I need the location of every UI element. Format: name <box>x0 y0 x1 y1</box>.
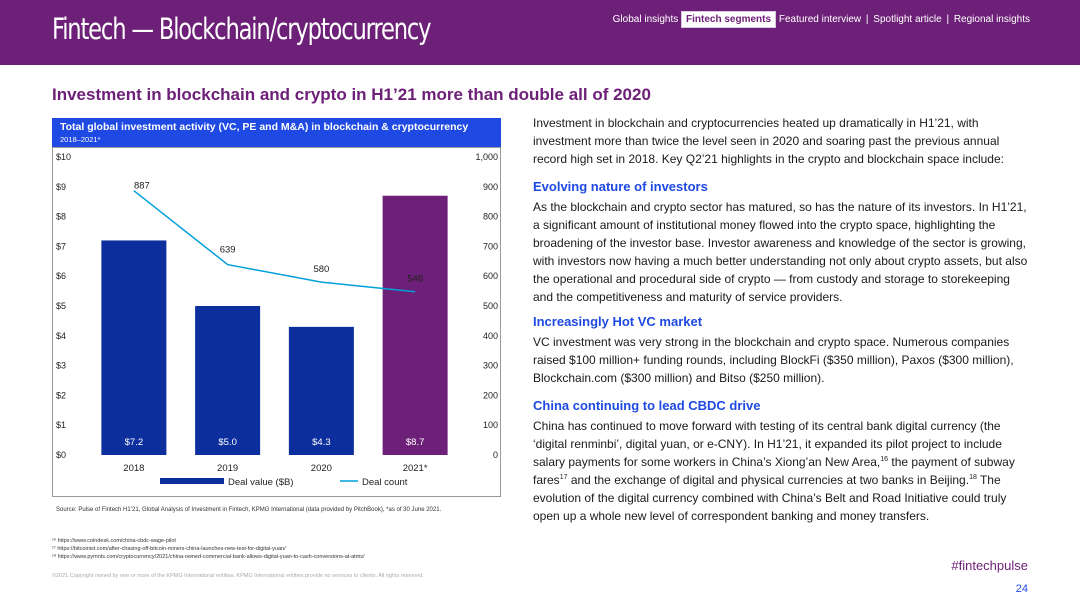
y2-axis-tick-label: 100 <box>483 420 498 430</box>
y-axis-tick-label: $2 <box>56 390 66 400</box>
copyright: ©2021 Copyright owned by one or more of … <box>52 573 424 579</box>
footnote-ref-17: 17 <box>559 474 568 481</box>
y2-axis-tick-label: 200 <box>483 390 498 400</box>
y2-axis-tick-label: 500 <box>483 301 498 311</box>
bar-data-label: $4.3 <box>312 437 331 448</box>
line-data-label: 887 <box>134 181 150 192</box>
legend-label-deal-value: Deal value ($B) <box>228 477 293 488</box>
paragraph-evolving-investors: As the blockchain and crypto sector has … <box>533 200 1028 304</box>
bar-data-label: $8.7 <box>406 437 425 448</box>
chart-source: Source: Pulse of Fintech H1’21, Global A… <box>56 507 442 513</box>
bar-deal-value <box>195 306 261 455</box>
paragraph-china-cbdc: China has continued to move forward with… <box>533 417 1033 525</box>
x-axis-tick-label: 2018 <box>123 463 144 474</box>
line-deal-count <box>133 190 416 293</box>
nav-global-insights[interactable]: Global insights <box>612 14 679 25</box>
bar-deal-value <box>101 240 167 455</box>
x-axis-tick-label: 2021* <box>403 463 428 474</box>
line-data-label: 580 <box>313 264 329 275</box>
footnote-18[interactable]: ¹⁸ https://www.pymnts.com/cryptocurrency… <box>52 554 365 560</box>
footnote-16[interactable]: ¹⁶ https://www.coindesk.com/china-cbdc-w… <box>52 538 176 544</box>
nav-separator: | <box>946 14 950 25</box>
legend-swatch-deal-value <box>160 478 224 484</box>
page-headline: Investment in blockchain and crypto in H… <box>52 85 651 104</box>
bar-deal-value <box>382 195 448 456</box>
y2-axis-tick-label: 900 <box>483 182 498 192</box>
footnotes: ¹⁶ https://www.coindesk.com/china-cbdc-w… <box>52 537 365 561</box>
line-data-label: 639 <box>220 245 236 256</box>
page-number: 24 <box>1015 583 1028 595</box>
top-banner <box>0 0 1080 65</box>
chart-subtitle: 2018–2021* <box>60 135 101 144</box>
hashtag: #fintechpulse <box>951 558 1028 573</box>
footnote-17[interactable]: ¹⁷ https://bitcoinist.com/after-chasing-… <box>52 546 286 552</box>
y-axis-tick-label: $10 <box>56 152 71 162</box>
chart-frame <box>52 147 501 497</box>
y-axis-tick-label: $6 <box>56 271 66 281</box>
y2-axis-tick-label: 600 <box>483 271 498 281</box>
chart-header: Total global investment activity (VC, PE… <box>52 118 501 147</box>
text-segment: The evolution of the digital currency co… <box>533 473 1007 523</box>
heading-china-cbdc: China continuing to lead CBDC drive <box>533 398 761 413</box>
section-title: Fintech — Blockchain/cryptocurrency <box>52 12 432 46</box>
bar-deal-value <box>288 326 354 455</box>
paragraph-hot-vc-market: VC investment was very strong in the blo… <box>533 335 1014 385</box>
text-segment: and the exchange of digital and physical… <box>567 473 970 487</box>
bar-data-label: $5.0 <box>218 437 237 448</box>
y2-axis-tick-label: 1,000 <box>475 152 498 162</box>
y2-axis-tick-label: 0 <box>493 450 498 460</box>
heading-hot-vc-market: Increasingly Hot VC market <box>533 314 703 329</box>
heading-evolving-investors: Evolving nature of investors <box>533 179 708 194</box>
nav-spotlight-article[interactable]: Spotlight article <box>873 14 942 25</box>
y-axis-tick-label: $4 <box>56 331 66 341</box>
top-navigation: Global insights Fintech segments Feature… <box>613 11 1030 28</box>
investment-chart: $0 $1 $2 $3 $4 $5 $6 $7 $8 $9 $10 0 100 200 300 400 500 6… <box>52 147 501 497</box>
y-axis-tick-label: $5 <box>56 301 66 311</box>
y2-axis-tick-label: 300 <box>483 361 498 371</box>
nav-featured-interview[interactable]: Featured interview <box>778 14 862 25</box>
y2-axis-tick-label: 400 <box>483 331 498 341</box>
y-axis-tick-label: $0 <box>56 450 66 460</box>
y2-axis-tick-label: 800 <box>483 212 498 222</box>
nav-separator: | <box>865 14 869 25</box>
footnote-ref-16: 16 <box>880 456 889 463</box>
y-axis-tick-label: $1 <box>56 420 66 430</box>
footnote-ref-18: 18 <box>969 474 977 481</box>
x-axis-tick-label: 2019 <box>217 463 238 474</box>
y-axis-tick-label: $8 <box>56 212 66 222</box>
nav-regional-insights[interactable]: Regional insights <box>953 14 1030 25</box>
nav-fintech-segments[interactable]: Fintech segments <box>681 11 777 28</box>
y-axis-tick-label: $7 <box>56 241 66 251</box>
bar-data-label: $7.2 <box>125 437 144 448</box>
y2-axis-tick-label: 700 <box>483 241 498 251</box>
text-segment: China has continued to move forward with… <box>533 419 1002 469</box>
y-axis-tick-label: $9 <box>56 182 66 192</box>
text-segment: the payment of subway fares <box>533 455 1015 487</box>
y-axis-tick-label: $3 <box>56 361 66 371</box>
chart-title: Total global investment activity (VC, PE… <box>60 121 469 133</box>
line-data-label: 548 <box>407 274 423 285</box>
x-axis-tick-label: 2020 <box>311 463 332 474</box>
legend-label-deal-count: Deal count <box>362 477 408 488</box>
intro-paragraph: Investment in blockchain and cryptocurre… <box>533 116 1004 166</box>
